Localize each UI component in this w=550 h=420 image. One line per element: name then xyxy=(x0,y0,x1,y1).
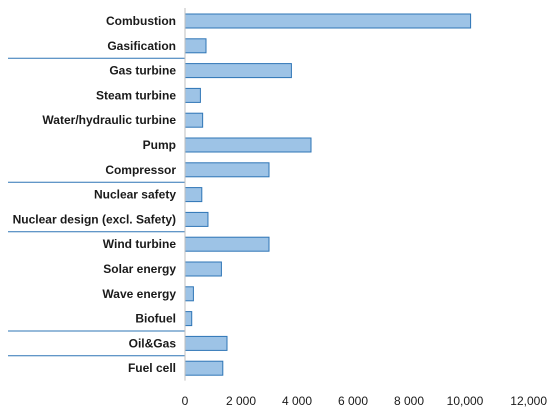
category-label-9: Wind turbine xyxy=(103,237,177,251)
x-tick-labels: 0 2 000 4 000 6 000 8 000 10,000 12,000 xyxy=(182,394,548,408)
bar-4 xyxy=(184,112,204,128)
category-label-12: Biofuel xyxy=(135,312,176,326)
x-tick-label-5: 10,000 xyxy=(447,394,484,408)
category-labels: Combustion Gasification Gas turbine Steam t… xyxy=(13,14,177,375)
x-tick-label-4: 8 000 xyxy=(394,394,424,408)
category-label-6: Compressor xyxy=(105,163,176,177)
bars xyxy=(184,13,472,376)
bar-7 xyxy=(184,187,203,203)
bar-14 xyxy=(184,360,224,376)
bar-11 xyxy=(184,286,194,302)
category-label-1: Gasification xyxy=(107,39,176,53)
category-label-0: Combustion xyxy=(106,14,176,28)
bar-10 xyxy=(184,261,222,277)
bar-6 xyxy=(184,162,270,178)
category-label-3: Steam turbine xyxy=(96,88,176,102)
x-tick-label-3: 6 000 xyxy=(338,394,368,408)
category-label-13: Oil&Gas xyxy=(129,336,177,350)
category-label-10: Solar energy xyxy=(103,262,176,276)
x-tick-label-1: 2 000 xyxy=(226,394,256,408)
bar-2 xyxy=(184,63,292,79)
category-label-7: Nuclear safety xyxy=(94,188,176,202)
bar-12 xyxy=(184,311,193,327)
category-label-11: Wave energy xyxy=(102,287,176,301)
category-label-2: Gas turbine xyxy=(109,64,176,78)
bar-1 xyxy=(184,38,207,54)
group-separators xyxy=(8,57,185,357)
category-label-5: Pump xyxy=(143,138,176,152)
category-label-14: Fuel cell xyxy=(128,361,176,375)
x-tick-label-6: 12,000 xyxy=(510,394,547,408)
x-tick-label-2: 4 000 xyxy=(282,394,312,408)
category-label-4: Water/hydraulic turbine xyxy=(42,113,176,127)
bar-9 xyxy=(184,236,270,252)
bar-3 xyxy=(184,87,201,103)
bar-13 xyxy=(184,335,228,351)
x-tick-label-0: 0 xyxy=(182,394,189,408)
bar-5 xyxy=(184,137,312,153)
bar-8 xyxy=(184,211,209,227)
category-label-8: Nuclear design (excl. Safety) xyxy=(13,212,176,226)
bar-0 xyxy=(184,13,472,29)
